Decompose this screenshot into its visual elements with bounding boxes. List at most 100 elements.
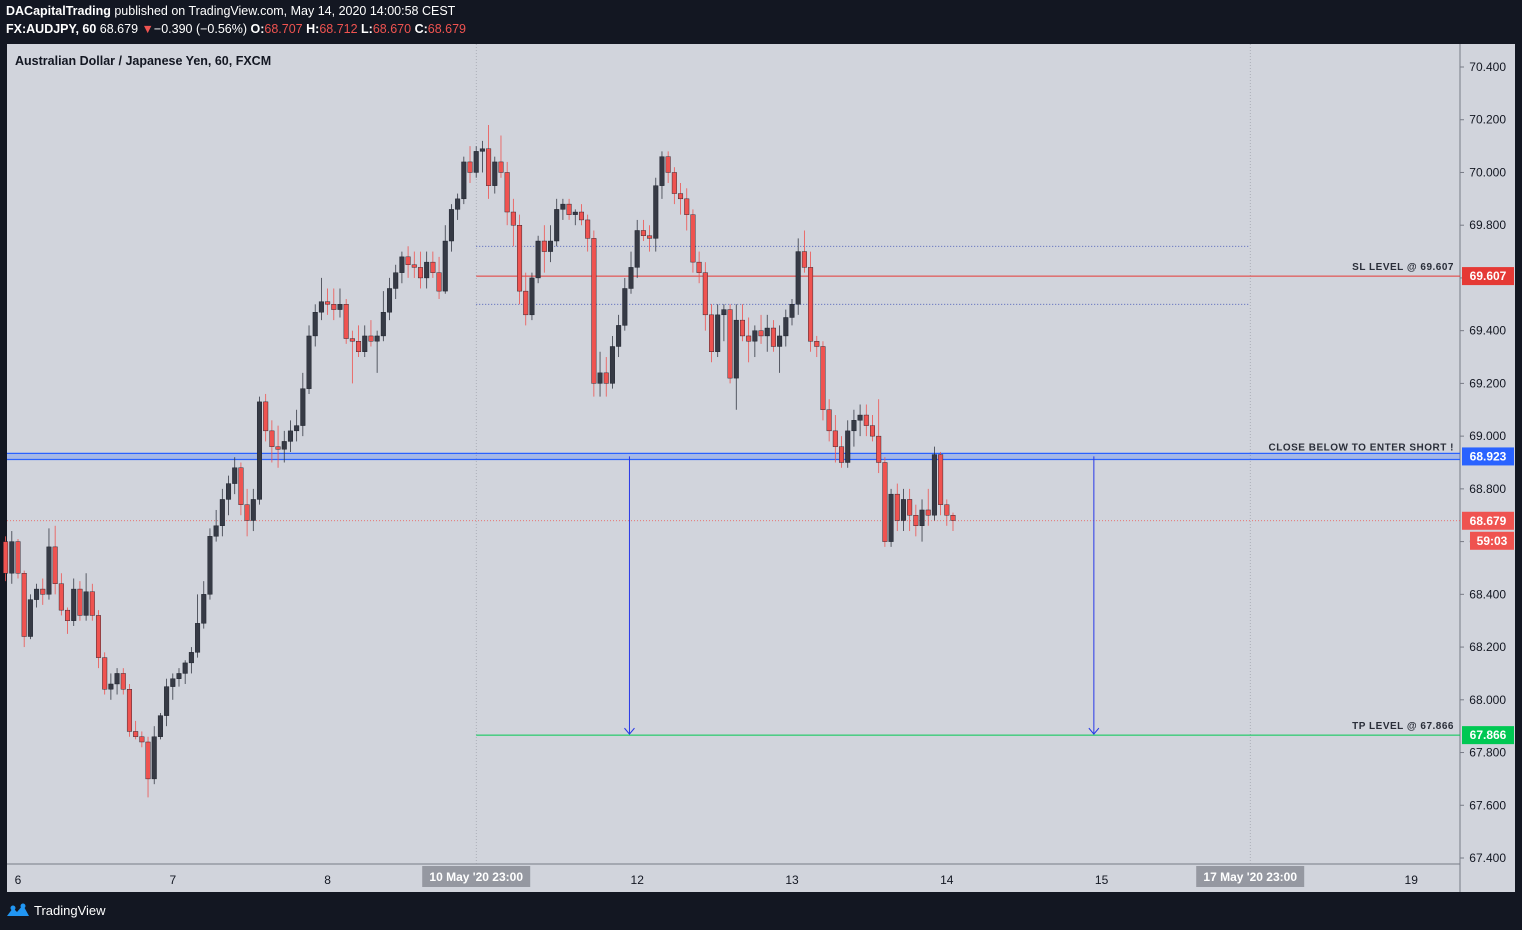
candle-body [566, 203, 572, 215]
candle-body [492, 161, 498, 186]
candle-body [529, 277, 535, 316]
candle-body [120, 673, 126, 690]
candle-body [839, 446, 845, 463]
candle-body [510, 211, 516, 226]
candle-body [40, 588, 46, 595]
candle-body [665, 156, 671, 173]
candle-body [306, 335, 312, 389]
price-axis-area [1460, 44, 1515, 892]
candle-body [931, 454, 937, 516]
candle-body [715, 314, 721, 352]
high-label: H: [306, 22, 320, 36]
brand-name: TradingView [34, 902, 106, 918]
publish-info: DACapitalTrading published on TradingVie… [6, 4, 455, 18]
candle-body [15, 541, 21, 574]
candle-body [597, 372, 603, 384]
candle-body [907, 499, 913, 516]
candle-body [504, 172, 510, 213]
candle-body [126, 689, 132, 732]
level-label-0: SL LEVEL @ 69.607 [1352, 262, 1454, 273]
candle-body [770, 327, 776, 347]
candle-body [226, 483, 232, 500]
candle-body [424, 261, 430, 279]
open-value: 68.707 [264, 22, 303, 36]
candle-body [479, 148, 485, 152]
level-tag-box-2 [1462, 726, 1514, 745]
candle-body [430, 261, 436, 273]
candle-body [826, 409, 832, 432]
level-tag-0: 69.607 [1470, 269, 1507, 283]
candle-body [399, 256, 405, 273]
candle-body [3, 541, 9, 574]
last-price: 68.679 [99, 22, 139, 36]
candle-body [938, 454, 944, 505]
candle-body [281, 441, 287, 450]
candle-body [250, 499, 256, 521]
candle-body [647, 235, 653, 239]
candle-body [27, 599, 33, 637]
candle-body [387, 288, 393, 313]
candle-body [473, 151, 479, 173]
candle-body [34, 588, 40, 600]
candle-body [287, 430, 293, 442]
current-price-tag: 68.679 [1470, 514, 1507, 528]
candle-body [820, 346, 826, 410]
down-arrow-icon: ▼ [141, 22, 154, 36]
candle-body [696, 261, 702, 273]
candle-body [312, 312, 318, 337]
candle-body [201, 594, 207, 624]
candle-body [560, 203, 566, 210]
candle-body [238, 467, 244, 505]
close-value: 68.679 [427, 22, 466, 36]
candle-body [702, 272, 708, 316]
candle-body [263, 401, 269, 432]
candle-body [851, 420, 857, 432]
candle-body [764, 327, 770, 337]
candle-body [83, 591, 89, 616]
candle-body [517, 224, 523, 292]
candle-body [944, 504, 950, 516]
y-tick-label: 69.000 [1469, 429, 1506, 443]
candle-body [783, 317, 789, 337]
candle-body [89, 591, 95, 616]
candle-body [58, 583, 64, 611]
x-tick-label: 6 [15, 873, 22, 887]
level-tag-box-0 [1462, 267, 1514, 286]
candle-body [869, 425, 875, 437]
candle-body [832, 430, 838, 447]
x-tick-label: 12 [631, 873, 645, 887]
symbol-label[interactable]: FX:AUDJPY, 60 [6, 22, 97, 36]
chart-title: Australian Dollar / Japanese Yen, 60, FX… [15, 54, 271, 68]
candle-body [634, 230, 640, 268]
candle-body [71, 588, 77, 621]
candle-body [876, 435, 882, 463]
candle-body [640, 230, 646, 236]
open-label: O: [250, 22, 265, 36]
footer-brand[interactable]: TradingView [6, 902, 106, 918]
candle-body [721, 309, 727, 316]
y-tick-label: 69.200 [1469, 376, 1506, 390]
x-tick-label: 19 [1405, 873, 1419, 887]
candle-body [9, 541, 15, 574]
x-tick-label: 13 [785, 873, 799, 887]
publisher-name[interactable]: DACapitalTrading [6, 4, 111, 18]
y-tick-label: 68.200 [1469, 640, 1506, 654]
candle-body [622, 288, 628, 326]
candle-body [739, 319, 745, 337]
entry-zone-band [7, 452, 1460, 461]
candle-body [442, 240, 448, 292]
current-price-tag-box [1462, 511, 1514, 530]
candle-body [653, 185, 659, 239]
candle-body [535, 240, 541, 279]
candle-body [678, 193, 684, 200]
candle-body [436, 272, 442, 292]
candle-body [795, 251, 801, 305]
y-tick-label: 67.600 [1469, 798, 1506, 812]
candle-body [52, 546, 58, 584]
candle-body [164, 686, 170, 716]
candle-body [356, 341, 362, 352]
high-value: 68.712 [319, 22, 358, 36]
candle-body [362, 335, 368, 352]
candle-body [541, 240, 547, 252]
